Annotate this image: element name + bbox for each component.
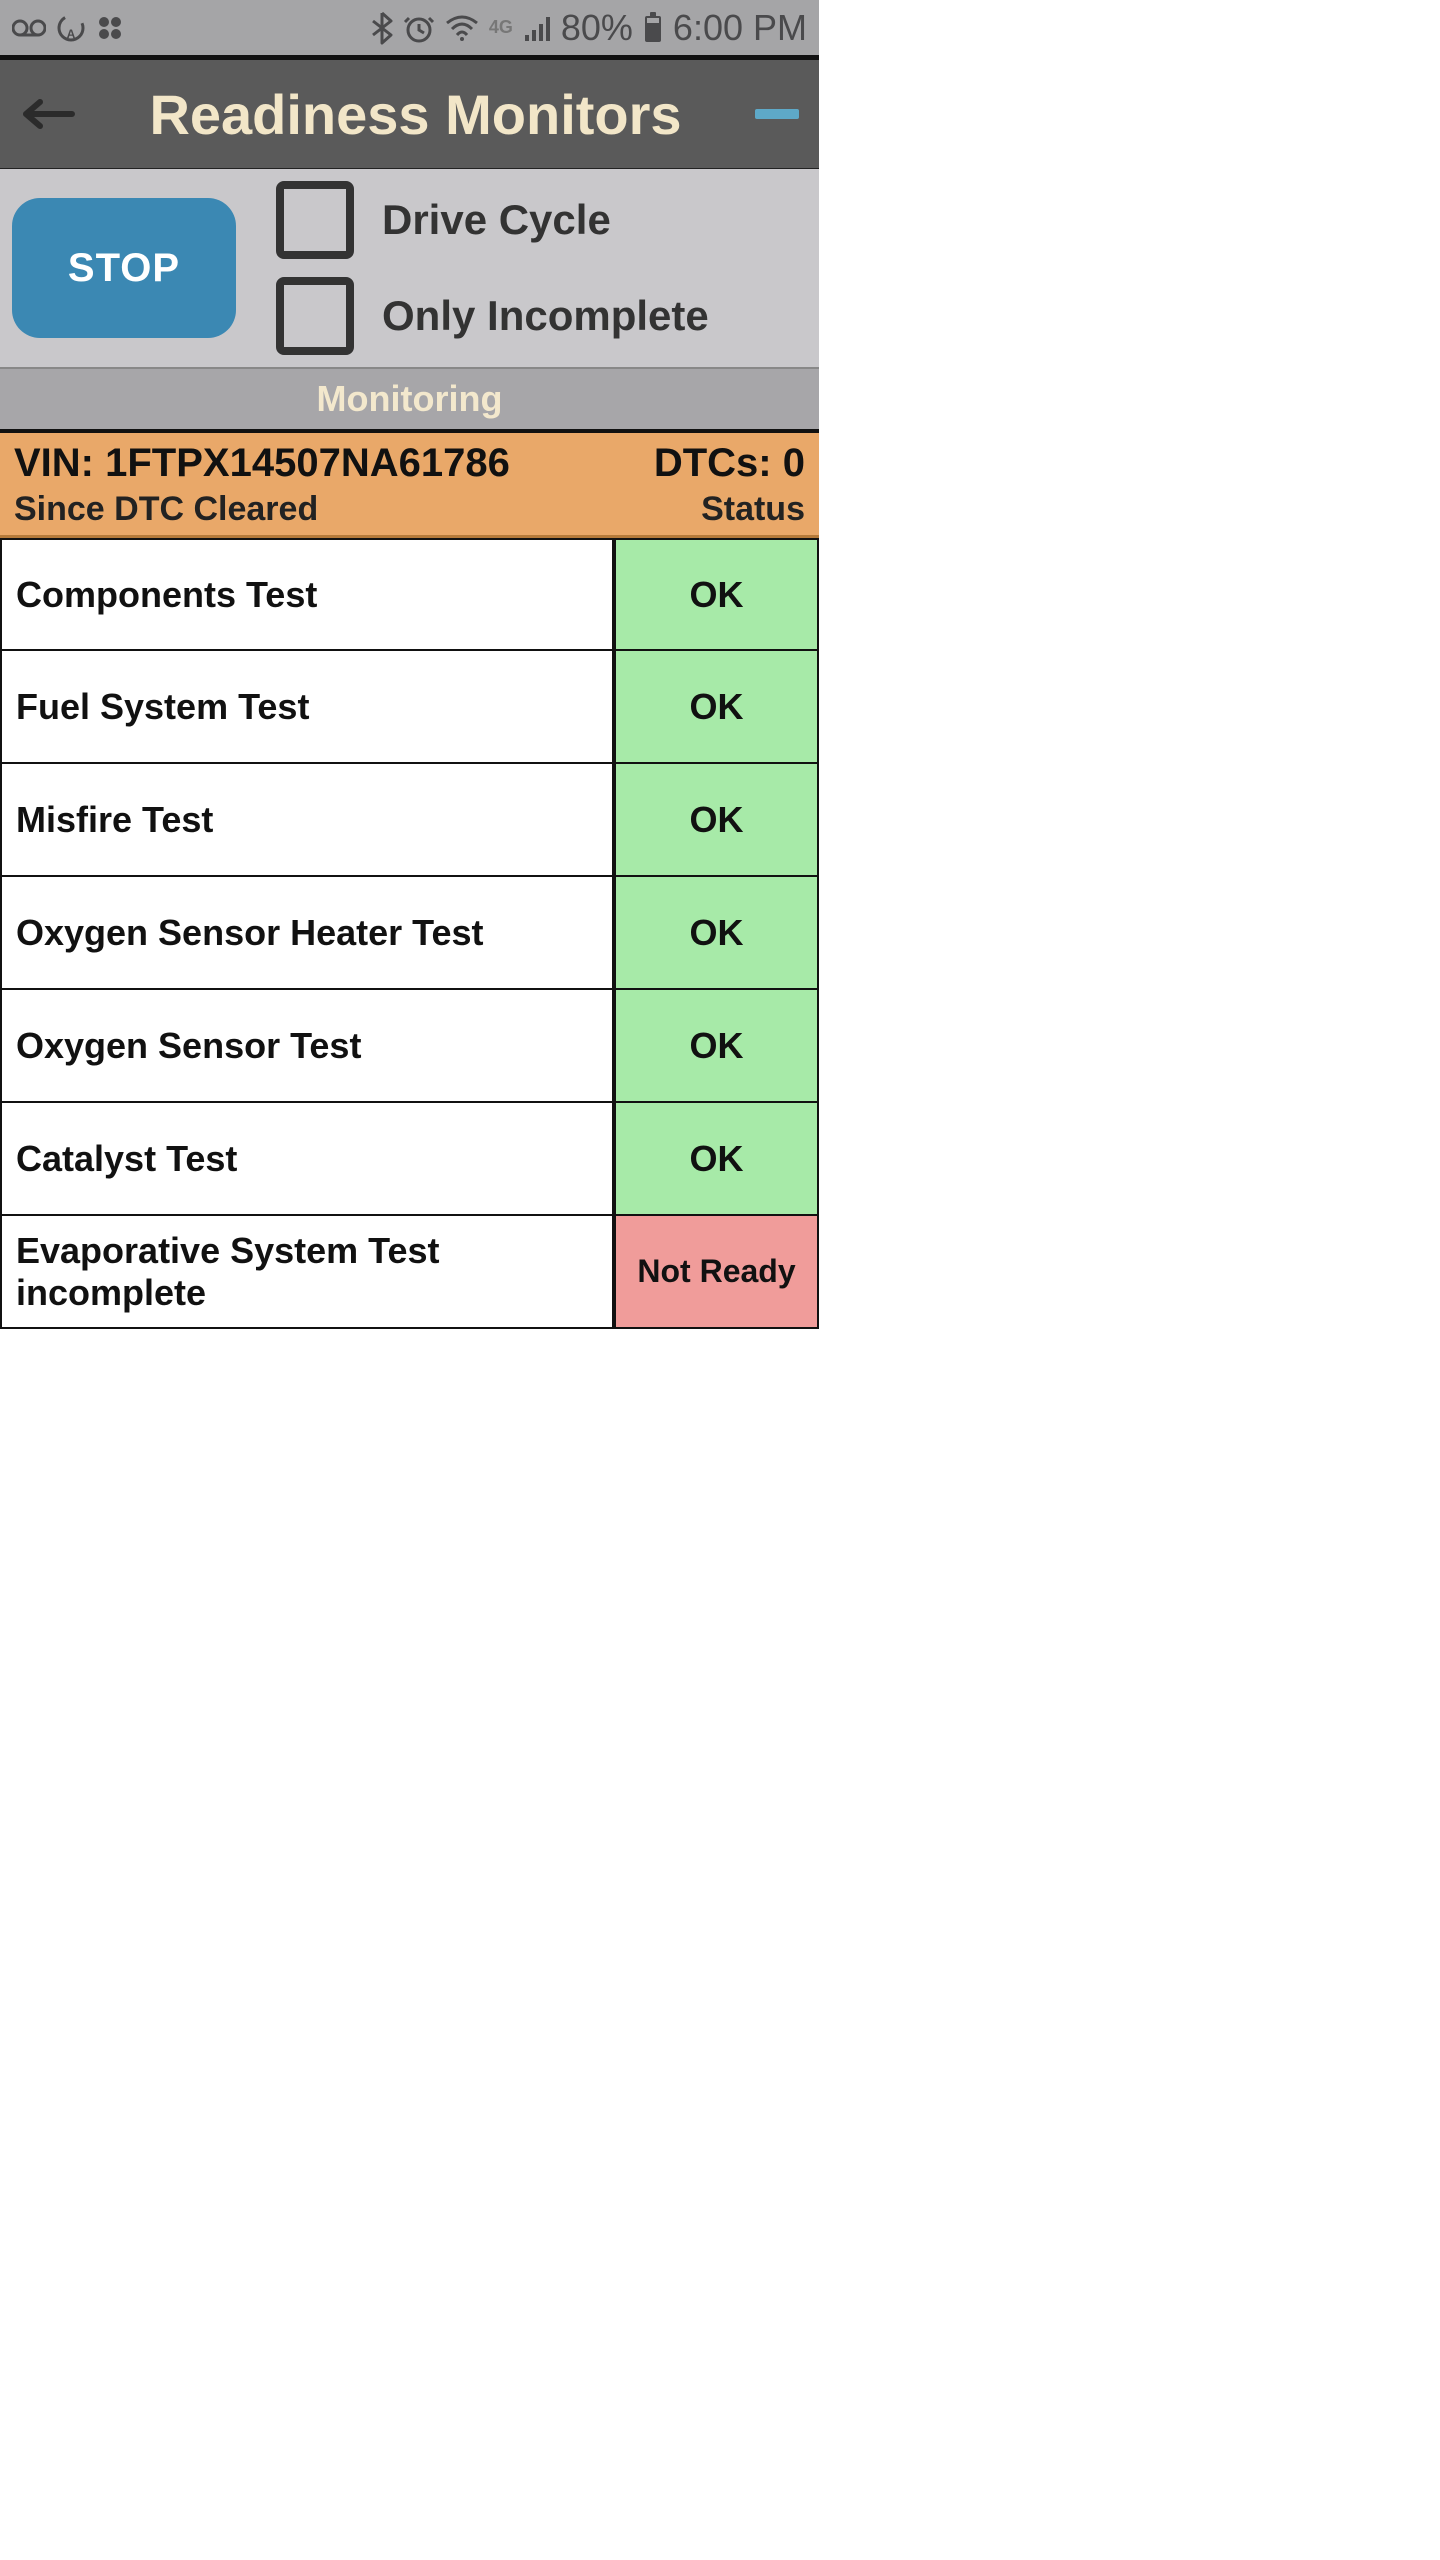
test-name: Catalyst Test bbox=[0, 1103, 614, 1216]
dtc-value: 0 bbox=[783, 441, 805, 485]
test-status: OK bbox=[614, 538, 819, 651]
svg-text:A: A bbox=[67, 27, 76, 41]
only-incomplete-label: Only Incomplete bbox=[382, 292, 709, 340]
status-left-icons: A bbox=[12, 13, 124, 43]
test-status: OK bbox=[614, 990, 819, 1103]
vin-value: 1FTPX14507NA61786 bbox=[105, 441, 510, 485]
since-dtc-label: Since DTC Cleared bbox=[14, 490, 318, 529]
bluetooth-icon bbox=[371, 11, 393, 45]
app-header: Readiness Monitors bbox=[0, 60, 819, 169]
only-incomplete-checkbox[interactable] bbox=[276, 277, 354, 355]
status-column-header: Status bbox=[701, 490, 805, 529]
only-incomplete-row: Only Incomplete bbox=[276, 277, 709, 355]
dtc-display: DTCs: 0 bbox=[654, 441, 805, 486]
battery-percent: 80% bbox=[561, 7, 633, 49]
network-4g-icon: 4G bbox=[489, 17, 513, 38]
test-status: OK bbox=[614, 877, 819, 990]
test-row: Oxygen Sensor TestOK bbox=[0, 990, 819, 1103]
signal-icon bbox=[523, 15, 551, 41]
page-title: Readiness Monitors bbox=[76, 82, 755, 147]
dtc-label: DTCs: bbox=[654, 441, 772, 485]
tests-list: Components TestOKFuel System TestOKMisfi… bbox=[0, 538, 819, 1329]
test-status: Not Ready bbox=[614, 1216, 819, 1329]
controls-panel: STOP Drive Cycle Only Incomplete bbox=[0, 169, 819, 369]
menu-button[interactable] bbox=[755, 109, 799, 119]
app-dots-icon bbox=[96, 14, 124, 42]
test-name: Misfire Test bbox=[0, 764, 614, 877]
drive-cycle-checkbox[interactable] bbox=[276, 181, 354, 259]
test-status: OK bbox=[614, 651, 819, 764]
android-status-bar: A 4G 80% 6:00 PM bbox=[0, 0, 819, 60]
data-saver-icon: A bbox=[56, 13, 86, 43]
test-row: Fuel System TestOK bbox=[0, 651, 819, 764]
clock: 6:00 PM bbox=[673, 7, 807, 49]
test-name: Components Test bbox=[0, 538, 614, 651]
test-name: Evaporative System Test incomplete bbox=[0, 1216, 614, 1329]
battery-icon bbox=[643, 12, 663, 44]
checkbox-group: Drive Cycle Only Incomplete bbox=[276, 181, 709, 355]
monitoring-status-bar: Monitoring bbox=[0, 369, 819, 433]
test-name: Fuel System Test bbox=[0, 651, 614, 764]
voicemail-icon bbox=[12, 18, 46, 38]
vehicle-info-band: VIN: 1FTPX14507NA61786 DTCs: 0 Since DTC… bbox=[0, 433, 819, 538]
vin-label: VIN: bbox=[14, 441, 94, 485]
back-button[interactable] bbox=[20, 94, 76, 134]
test-row: Evaporative System Test incompleteNot Re… bbox=[0, 1216, 819, 1329]
drive-cycle-label: Drive Cycle bbox=[382, 196, 611, 244]
alarm-icon bbox=[403, 12, 435, 44]
test-name: Oxygen Sensor Test bbox=[0, 990, 614, 1103]
stop-button[interactable]: STOP bbox=[12, 198, 236, 338]
drive-cycle-row: Drive Cycle bbox=[276, 181, 709, 259]
test-row: Misfire TestOK bbox=[0, 764, 819, 877]
test-row: Oxygen Sensor Heater TestOK bbox=[0, 877, 819, 990]
test-row: Catalyst TestOK bbox=[0, 1103, 819, 1216]
test-name: Oxygen Sensor Heater Test bbox=[0, 877, 614, 990]
monitoring-label: Monitoring bbox=[317, 378, 503, 420]
test-row: Components TestOK bbox=[0, 538, 819, 651]
status-right-icons: 4G 80% 6:00 PM bbox=[371, 7, 807, 49]
vin-display: VIN: 1FTPX14507NA61786 bbox=[14, 441, 510, 486]
test-status: OK bbox=[614, 1103, 819, 1216]
test-status: OK bbox=[614, 764, 819, 877]
wifi-icon bbox=[445, 15, 479, 41]
